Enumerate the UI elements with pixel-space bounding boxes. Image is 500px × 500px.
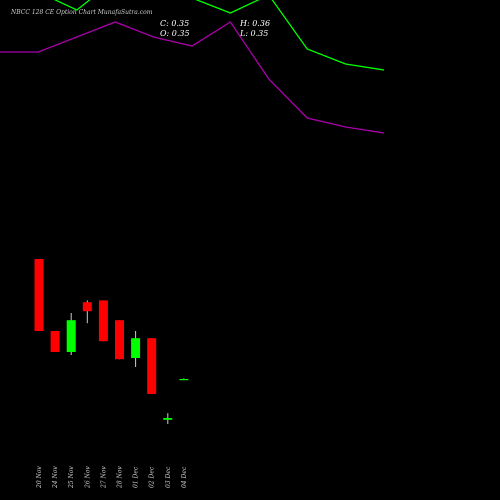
candle-body [50,331,60,352]
candle-body [131,338,141,358]
candle-body [179,379,189,381]
candle-body [147,338,157,394]
candle-body [82,302,92,312]
low-value: L: 0.35 [240,29,269,38]
candle-body [34,259,44,331]
candle-body [66,320,76,352]
overlay-line-2 [0,21,385,134]
close-value: C: 0.35 [160,19,190,28]
chart-title: NBCC 128 CE Option Chart MunafaSutra.com [11,9,153,16]
candle-body [163,418,173,420]
x-tick-label: 26 Nov [84,466,91,489]
x-tick-label: 27 Nov [100,466,107,489]
x-tick-label: 28 Nov [117,466,124,489]
x-tick-label: 03 Dec [165,466,172,488]
candle-body [98,300,108,342]
overlay-line-1 [53,0,385,71]
x-tick-label: 24 Nov [52,466,59,489]
high-value: H: 0.36 [240,19,271,28]
candle-body [115,320,124,360]
x-tick-label: 01 Dec [133,466,140,488]
open-value: O: 0.35 [160,29,190,38]
x-tick-label: 02 Dec [149,466,156,488]
x-tick-label: 25 Nov [68,466,75,489]
x-tick-label: 20 Nov [36,466,43,489]
x-tick-label: 04 Dec [181,466,188,488]
